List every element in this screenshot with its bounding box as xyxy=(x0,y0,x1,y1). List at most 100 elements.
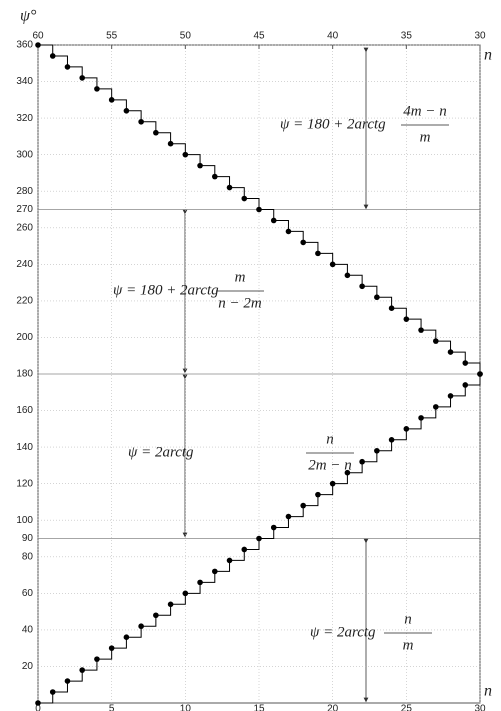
y-tick-label: 220 xyxy=(16,296,33,307)
formula: ψ = 2arctg xyxy=(310,624,376,640)
data-point xyxy=(138,623,144,630)
data-point xyxy=(35,42,41,48)
y-tick-label: 360 xyxy=(16,40,33,51)
data-point xyxy=(270,524,277,531)
data-point xyxy=(167,601,174,608)
y-tick-label: 90 xyxy=(22,533,34,544)
data-point xyxy=(300,239,307,246)
data-point xyxy=(329,261,336,268)
data-point xyxy=(197,162,203,169)
data-point xyxy=(226,557,233,564)
data-point xyxy=(108,97,115,103)
data-point xyxy=(418,327,424,333)
data-point xyxy=(123,108,130,114)
x2-tick-label: 40 xyxy=(327,31,339,42)
data-point xyxy=(35,700,41,706)
data-point xyxy=(300,502,307,509)
data-point xyxy=(359,458,365,465)
x2-tick-label: 55 xyxy=(106,31,118,42)
y-tick-label: 40 xyxy=(22,625,34,636)
data-point xyxy=(270,217,277,224)
x2-tick-label: 50 xyxy=(180,31,192,42)
data-point xyxy=(374,447,380,454)
data-point xyxy=(79,75,85,81)
x-axis-label: n xyxy=(484,683,492,700)
data-point xyxy=(182,590,189,597)
x2-tick-label: 35 xyxy=(401,31,413,42)
x-tick-label: 25 xyxy=(401,704,413,711)
data-point xyxy=(49,689,56,695)
x2-tick-label: 45 xyxy=(253,31,265,42)
x-tick-label: 0 xyxy=(35,704,41,711)
data-point xyxy=(315,491,321,498)
data-point xyxy=(49,53,56,59)
data-point xyxy=(94,86,100,92)
y-tick-label: 120 xyxy=(16,478,33,489)
data-point xyxy=(403,426,410,432)
formula-denominator: m xyxy=(420,129,431,145)
y-tick-label: 180 xyxy=(16,369,33,380)
y-tick-label: 340 xyxy=(16,76,33,87)
data-point xyxy=(344,469,351,476)
y-tick-label: 280 xyxy=(16,186,33,197)
y-tick-label: 240 xyxy=(16,259,33,270)
data-point xyxy=(462,360,469,366)
data-point xyxy=(108,645,115,651)
y-tick-label: 160 xyxy=(16,405,33,416)
data-point xyxy=(167,140,174,147)
x-tick-label: 20 xyxy=(327,704,339,711)
x-tick-label: 30 xyxy=(474,704,486,711)
x-tick-label: 10 xyxy=(180,704,192,711)
data-point xyxy=(64,678,71,684)
data-point xyxy=(94,656,100,662)
y-tick-label: 320 xyxy=(16,113,33,124)
formula-numerator: m xyxy=(235,269,246,285)
formula: ψ = 180 + 2arctg xyxy=(280,116,386,132)
x-tick-label: 15 xyxy=(253,704,265,711)
data-point xyxy=(447,393,454,399)
data-point xyxy=(447,349,454,355)
data-point xyxy=(285,513,292,520)
formula-denominator: m xyxy=(403,637,414,653)
data-point xyxy=(418,415,424,421)
y-axis-label: ψ° xyxy=(20,8,37,25)
data-point xyxy=(153,129,159,136)
data-point xyxy=(138,118,144,125)
y-tick-label: 60 xyxy=(22,588,34,599)
data-point xyxy=(197,579,203,586)
data-point xyxy=(374,294,380,301)
data-point xyxy=(256,206,262,213)
data-point xyxy=(344,272,351,279)
data-point xyxy=(226,184,233,191)
formula: ψ = 180 + 2arctg xyxy=(113,282,219,298)
data-point xyxy=(241,195,248,202)
formula-denominator: n − 2m xyxy=(218,295,262,311)
y-tick-label: 20 xyxy=(22,661,34,672)
data-point xyxy=(64,64,71,70)
data-point xyxy=(433,404,439,410)
data-point xyxy=(315,250,321,257)
formula-denominator: 2m − n xyxy=(308,457,351,473)
y-tick-label: 300 xyxy=(16,149,33,160)
data-point xyxy=(388,437,395,443)
x2-axis-label: n xyxy=(484,47,492,64)
data-point xyxy=(212,568,218,575)
data-point xyxy=(329,480,336,487)
data-point xyxy=(256,535,262,542)
data-point xyxy=(477,371,483,377)
y-tick-label: 200 xyxy=(16,332,33,343)
data-point xyxy=(123,634,130,640)
data-point xyxy=(153,612,159,619)
data-point xyxy=(285,228,292,235)
data-point xyxy=(212,173,218,180)
data-point xyxy=(79,667,85,673)
y-tick-label: 100 xyxy=(16,515,33,526)
data-point xyxy=(462,382,469,388)
data-point xyxy=(388,305,395,312)
data-point xyxy=(359,283,365,290)
data-point xyxy=(182,151,189,158)
x-tick-label: 5 xyxy=(109,704,115,711)
y-tick-label: 80 xyxy=(22,551,34,562)
